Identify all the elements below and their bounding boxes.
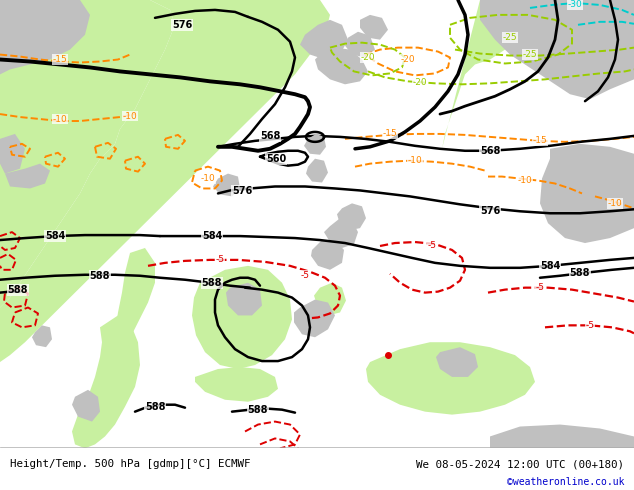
- Text: 568: 568: [480, 146, 500, 156]
- Text: 588: 588: [570, 268, 590, 278]
- Text: 560: 560: [266, 154, 286, 164]
- Text: -5: -5: [301, 271, 309, 280]
- Polygon shape: [315, 48, 368, 84]
- Text: -5: -5: [536, 283, 545, 292]
- Polygon shape: [360, 15, 388, 40]
- Text: -10: -10: [517, 176, 533, 185]
- Text: -15: -15: [533, 136, 547, 146]
- Text: -5: -5: [216, 255, 224, 265]
- Text: 588: 588: [8, 285, 29, 294]
- Text: -20: -20: [401, 55, 415, 64]
- Polygon shape: [213, 173, 240, 196]
- Text: ©weatheronline.co.uk: ©weatheronline.co.uk: [507, 477, 624, 487]
- Polygon shape: [192, 266, 292, 369]
- Polygon shape: [226, 283, 262, 316]
- Text: 588: 588: [145, 402, 165, 412]
- Polygon shape: [98, 248, 155, 432]
- Text: Height/Temp. 500 hPa [gdmp][°C] ECMWF: Height/Temp. 500 hPa [gdmp][°C] ECMWF: [10, 459, 250, 469]
- Polygon shape: [480, 0, 634, 99]
- Text: -10: -10: [122, 112, 138, 121]
- Text: -10: -10: [200, 174, 216, 183]
- Text: -15: -15: [53, 55, 67, 64]
- Text: -10: -10: [607, 199, 623, 208]
- Text: -10: -10: [408, 156, 422, 165]
- Polygon shape: [195, 367, 278, 402]
- Polygon shape: [306, 159, 328, 182]
- Text: -5: -5: [586, 321, 595, 330]
- Text: -5: -5: [427, 242, 436, 250]
- Polygon shape: [324, 218, 358, 248]
- Polygon shape: [314, 283, 346, 316]
- Polygon shape: [304, 134, 326, 155]
- Polygon shape: [337, 203, 366, 230]
- Polygon shape: [0, 0, 330, 362]
- Polygon shape: [0, 134, 25, 173]
- Text: 576: 576: [172, 20, 192, 30]
- Polygon shape: [311, 240, 344, 270]
- Text: 588: 588: [90, 271, 110, 281]
- Polygon shape: [300, 20, 348, 59]
- Polygon shape: [490, 424, 634, 448]
- Text: -25: -25: [522, 50, 537, 59]
- Polygon shape: [442, 0, 520, 149]
- Text: 588: 588: [202, 278, 223, 288]
- Text: -15: -15: [383, 129, 398, 138]
- Polygon shape: [366, 342, 535, 415]
- Polygon shape: [345, 32, 375, 57]
- Text: 584: 584: [202, 231, 222, 241]
- Text: 576: 576: [480, 206, 500, 216]
- Text: 568: 568: [260, 131, 280, 141]
- Polygon shape: [0, 0, 90, 74]
- Text: 584: 584: [45, 231, 65, 241]
- Text: 584: 584: [540, 261, 560, 271]
- Polygon shape: [72, 316, 140, 448]
- Polygon shape: [436, 347, 478, 377]
- Text: 576: 576: [232, 186, 252, 196]
- Text: -10: -10: [53, 115, 67, 123]
- Polygon shape: [540, 144, 634, 243]
- Polygon shape: [32, 325, 52, 347]
- Polygon shape: [294, 299, 335, 337]
- Polygon shape: [72, 390, 100, 421]
- Polygon shape: [5, 164, 50, 189]
- Text: -30: -30: [567, 0, 583, 9]
- Text: We 08-05-2024 12:00 UTC (00+180): We 08-05-2024 12:00 UTC (00+180): [417, 459, 624, 469]
- Text: 588: 588: [248, 405, 268, 415]
- Text: -20: -20: [413, 78, 427, 87]
- Polygon shape: [0, 0, 175, 308]
- Text: -20: -20: [361, 53, 375, 62]
- Text: -25: -25: [503, 33, 517, 42]
